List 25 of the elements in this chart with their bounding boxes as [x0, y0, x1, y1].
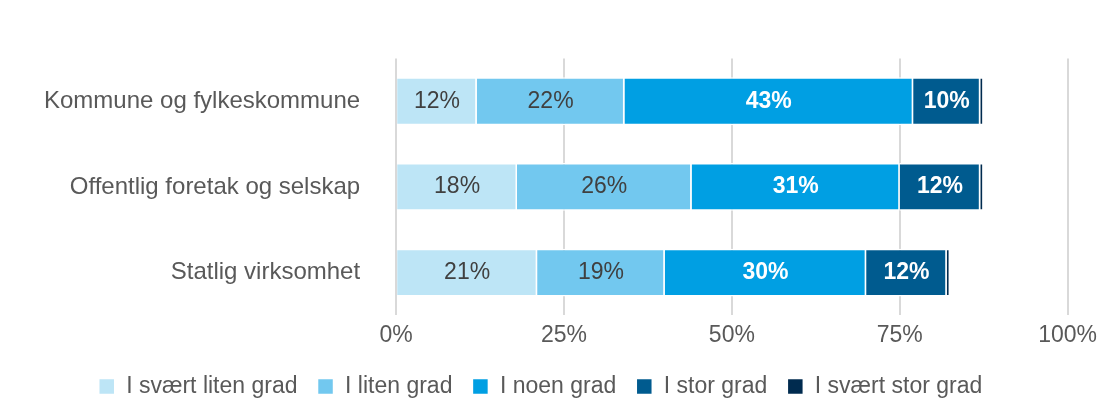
- y-tick-label: Kommune og fylkeskommune: [44, 85, 361, 113]
- x-tick-label: 100%: [1038, 320, 1097, 347]
- legend-label: I svært liten grad: [126, 371, 298, 398]
- data-label: 19%: [577, 257, 624, 284]
- data-label: 10%: [923, 86, 970, 113]
- legend-label: I stor grad: [663, 371, 768, 398]
- data-label: 43%: [745, 86, 792, 113]
- data-label: 22%: [527, 86, 574, 113]
- legend-label: I noen grad: [499, 371, 617, 398]
- data-label: 12%: [883, 257, 930, 284]
- y-tick-label: Statlig virksomhet: [170, 257, 361, 285]
- data-label: 31%: [772, 172, 819, 199]
- data-label: 26%: [581, 172, 628, 199]
- legend-label: I svært stor grad: [814, 371, 983, 398]
- legend-label: I liten grad: [345, 371, 453, 398]
- x-tick-label: 25%: [540, 320, 588, 347]
- data-label: 21%: [444, 257, 491, 284]
- data-label: 12%: [916, 172, 964, 199]
- x-tick-label: 75%: [876, 320, 923, 347]
- x-tick-label: 50%: [708, 320, 755, 347]
- data-label: 12%: [413, 86, 460, 113]
- data-label: 18%: [434, 172, 481, 199]
- x-tick-label: 0%: [379, 320, 413, 347]
- data-label: 30%: [742, 257, 789, 284]
- y-tick-label: Offentlig foretak og selskap: [69, 171, 361, 199]
